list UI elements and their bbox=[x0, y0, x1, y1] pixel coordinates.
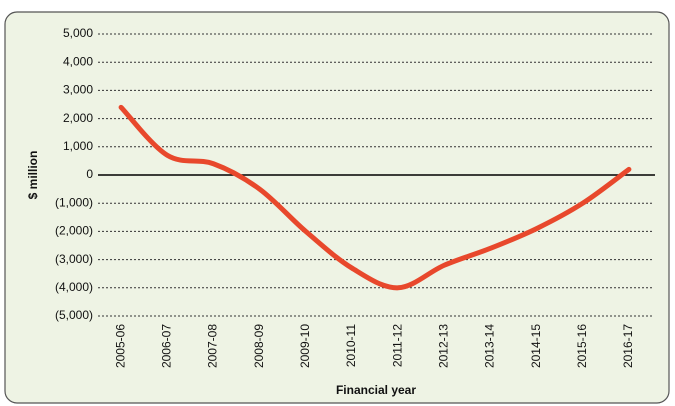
y-tick-label: (2,000) bbox=[55, 224, 93, 238]
series-line bbox=[118, 104, 632, 291]
x-tick-label: 2012-13 bbox=[436, 324, 450, 368]
x-tick-label: 2006-07 bbox=[159, 324, 173, 368]
y-tick-label: (3,000) bbox=[55, 252, 93, 266]
x-axis-label: Financial year bbox=[336, 383, 416, 397]
y-tick-label: 4,000 bbox=[63, 54, 93, 68]
y-tick-label: 0 bbox=[86, 167, 93, 181]
chart-frame bbox=[4, 11, 670, 404]
y-tick-label: (4,000) bbox=[55, 280, 93, 294]
y-tick-label: (1,000) bbox=[55, 195, 93, 209]
x-tick-label: 2008-09 bbox=[252, 324, 266, 368]
x-tick-label: 2013-14 bbox=[483, 324, 497, 368]
y-tick-label: 2,000 bbox=[63, 111, 93, 125]
x-tick-label: 2010-11 bbox=[344, 324, 358, 367]
x-tick-label: 2007-08 bbox=[206, 324, 220, 368]
x-tick-label: 2015-16 bbox=[575, 324, 589, 368]
y-axis-label: $ million bbox=[26, 151, 40, 200]
y-tick-label: 1,000 bbox=[63, 139, 93, 153]
x-tick-label: 2009-10 bbox=[298, 324, 312, 368]
x-tick-label: 2005-06 bbox=[113, 324, 127, 368]
x-tick-label: 2014-15 bbox=[529, 324, 543, 368]
y-tick-label: (5,000) bbox=[55, 308, 93, 322]
y-tick-label: 5,000 bbox=[63, 26, 93, 40]
y-tick-label: 3,000 bbox=[63, 83, 93, 97]
x-tick-label: 2011-12 bbox=[390, 324, 404, 367]
x-tick-label: 2016-17 bbox=[621, 324, 635, 368]
